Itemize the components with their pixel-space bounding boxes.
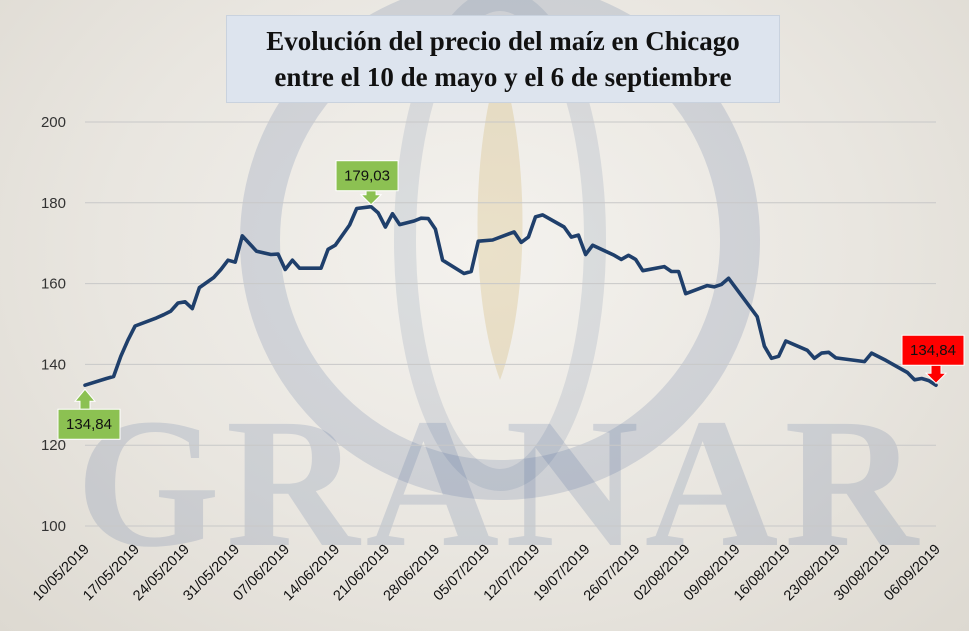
callout-label: 134,84 [66, 416, 112, 433]
chart-title-line-1: Evolución del precio del maíz en Chicago [266, 26, 740, 56]
chart-title-line-2: entre el 10 de mayo y el 6 de septiembre [274, 62, 732, 92]
y-tick-label: 160 [41, 276, 66, 293]
y-tick-label: 140 [41, 356, 66, 373]
price-series [83, 204, 938, 387]
y-axis-ticks: 100 120 140 160 180 200 [41, 114, 66, 535]
y-tick-label: 180 [41, 195, 66, 212]
y-tick-label: 120 [41, 437, 66, 454]
callout-box [901, 334, 965, 366]
callout-2: 179,03 [335, 160, 399, 206]
callout-1: 134,84 [57, 388, 121, 440]
y-tick-label: 200 [41, 114, 66, 131]
callout-label: 134,84 [910, 342, 956, 359]
watermark-brand-text: GRANAR [76, 381, 924, 586]
callout-label: 179,03 [344, 168, 390, 185]
watermark-wheat-icon [477, 60, 523, 380]
callout-box [57, 408, 121, 440]
y-tick-label: 100 [41, 518, 66, 535]
watermark-logo: GRANAR [76, 0, 924, 586]
callouts: 134,84 179,03 134,84 [57, 160, 965, 440]
callout-box [335, 160, 399, 192]
chart-title: Evolución del precio del maíz en Chicago… [226, 15, 780, 103]
gridlines [85, 121, 936, 527]
series-line [83, 204, 938, 387]
callout-3: 134,84 [901, 334, 965, 384]
watermark-meridian [394, 0, 606, 491]
watermark-globe [240, 0, 760, 500]
